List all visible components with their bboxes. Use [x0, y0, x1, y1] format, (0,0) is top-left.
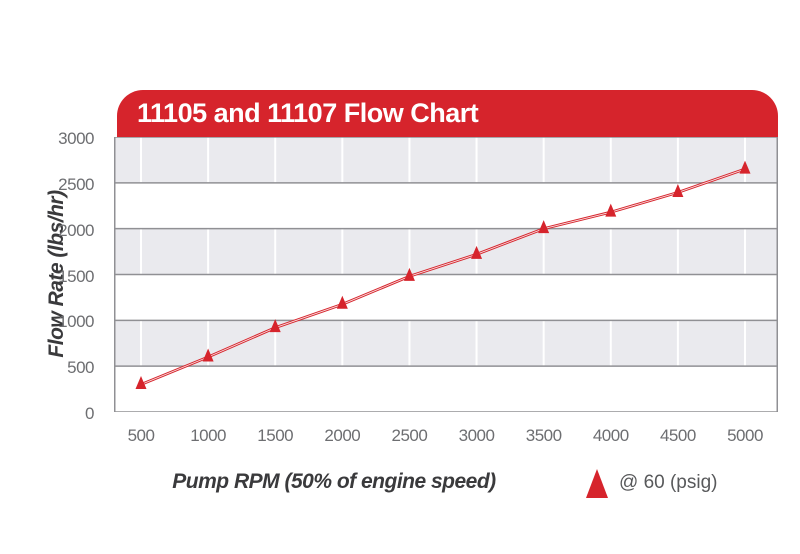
series-line-core: [140, 168, 746, 385]
data-point-marker: [202, 348, 214, 362]
data-point-marker: [471, 245, 483, 259]
y-tick-label: 500: [67, 358, 94, 378]
plot-band: [114, 228, 778, 275]
y-tick-label: 1000: [58, 312, 94, 332]
data-point-marker: [269, 319, 281, 333]
y-tick-label: 3000: [58, 129, 94, 148]
x-tick-label: 1000: [190, 426, 227, 445]
plot-band: [114, 182, 778, 229]
chart-title: 11105 and 11107 Flow Chart: [137, 98, 479, 128]
plot-area: [114, 137, 778, 412]
x-tick-label: 500: [127, 426, 155, 445]
chart-legend: @ 60 (psig): [586, 466, 718, 500]
x-axis-label: Pump RPM (50% of engine speed): [172, 470, 496, 493]
x-tick-label: 3000: [458, 426, 495, 445]
x-tick-label: 1500: [257, 426, 294, 445]
y-tick-label: 0: [85, 404, 94, 423]
data-point-marker: [538, 220, 550, 234]
x-tick-label: 4500: [659, 426, 696, 445]
x-tick-label: 5000: [727, 426, 763, 445]
y-tick-label: 1500: [58, 266, 94, 286]
data-point-marker: [739, 160, 751, 174]
plot-band: [114, 137, 778, 183]
plot-band: [114, 274, 778, 321]
plot-band: [114, 320, 778, 367]
chart-title-banner: 11105 and 11107 Flow Chart: [117, 90, 778, 137]
data-point-marker: [403, 267, 415, 281]
y-tick-label: 2500: [58, 174, 94, 194]
x-tick-label: 3500: [525, 426, 562, 445]
legend-label: @ 60 (psig): [619, 472, 718, 493]
data-point-marker: [605, 203, 617, 217]
plot-band: [114, 366, 778, 412]
data-point-marker: [135, 376, 147, 389]
x-tick-label: 2500: [391, 426, 428, 445]
y-tick-label: 2000: [58, 220, 94, 240]
data-point-marker: [672, 183, 684, 197]
data-point-marker: [336, 295, 348, 309]
x-tick-label: 4000: [592, 426, 629, 445]
x-tick-label: 2000: [324, 426, 361, 445]
red-triangle-icon: [586, 468, 608, 498]
